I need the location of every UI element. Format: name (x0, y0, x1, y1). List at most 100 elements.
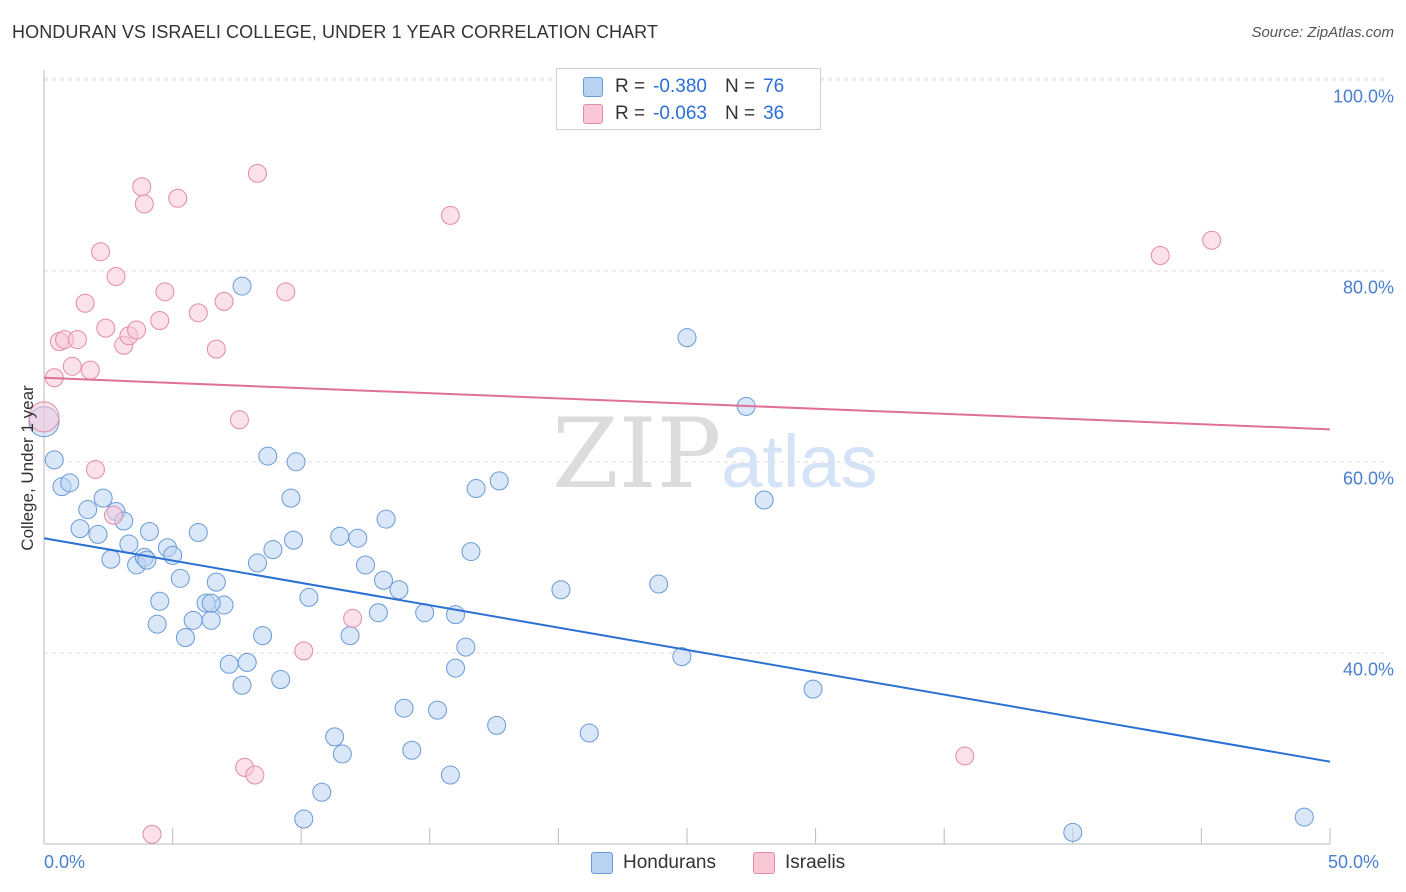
legend-n-label: N = (724, 76, 756, 97)
honduran-point (201, 610, 221, 630)
honduran-point (44, 450, 64, 470)
legend-r-label: R = (615, 103, 646, 124)
israeli-point (188, 303, 208, 323)
israeli-point (67, 330, 87, 350)
honduran-point (376, 509, 396, 529)
y-tick-100: 100.0% (1332, 86, 1394, 107)
israeli-point (127, 320, 147, 340)
honduran-point (170, 568, 190, 588)
legend-r-value: -0.063 (653, 103, 707, 124)
x-tick-max: 50.0% (1328, 852, 1380, 872)
israeli-point (294, 641, 314, 661)
honduran-point (1063, 822, 1083, 842)
israeli-point (103, 505, 123, 525)
honduran-point (201, 593, 221, 613)
israeli-point (142, 824, 162, 844)
honduran-point (253, 626, 273, 646)
israeli-point (214, 291, 234, 311)
israeli-point (229, 410, 249, 430)
honduran-point (101, 549, 121, 569)
honduran-point (649, 574, 669, 594)
honduran-point (489, 471, 509, 491)
israeli-point (150, 310, 170, 330)
honduran-point (206, 572, 226, 592)
honduran-point (340, 626, 360, 646)
honduran-point (356, 555, 375, 575)
honduran-point (283, 530, 303, 550)
honduran-point (281, 488, 301, 508)
israeli-point (155, 282, 175, 302)
honduran-point (60, 473, 80, 493)
honduran-point (754, 490, 774, 510)
honduran-point (487, 715, 507, 735)
israeli-point (1202, 230, 1222, 250)
honduran-point (551, 580, 571, 600)
honduran-point (394, 698, 414, 718)
honduran-point (147, 614, 167, 634)
bottom-legend-hondurans: Hondurans (591, 852, 716, 874)
honduran-point (294, 809, 314, 829)
honduran-point (175, 628, 195, 648)
y-tick-40: 40.0% (1342, 659, 1394, 680)
honduran-point (188, 522, 208, 542)
chart-source: Source: ZipAtlas.com (1251, 24, 1394, 41)
honduran-point (1294, 807, 1314, 827)
honduran-point (325, 727, 345, 747)
legend-row-israelis: R = -0.063 N = 36 (583, 102, 784, 126)
honduran-point (677, 328, 697, 348)
honduran-point (258, 446, 278, 466)
y-tick-60: 60.0% (1342, 468, 1394, 489)
legend-swatch-pink (583, 104, 603, 124)
honduran-point (271, 670, 291, 690)
honduran-point (78, 500, 98, 520)
honduran-point (299, 587, 319, 607)
honduran-point (70, 519, 90, 539)
honduran-point (579, 723, 599, 743)
honduran-point (803, 679, 823, 699)
bottom-legend-swatch-pink (753, 852, 775, 874)
israeli-point (1150, 246, 1170, 266)
y-axis-label: College, Under 1 year (18, 385, 37, 551)
honduran-point (237, 652, 257, 672)
honduran-point (389, 580, 409, 600)
israeli-point (276, 282, 296, 302)
honduran-point (263, 540, 283, 560)
israeli-point (343, 608, 363, 628)
honduran-point (374, 570, 394, 590)
honduran-point (312, 782, 332, 802)
honduran-point (137, 550, 157, 570)
honduran-point (428, 700, 448, 720)
honduran-point (232, 276, 252, 296)
watermark-zip: ZIP (552, 398, 722, 510)
israeli-point (96, 318, 116, 338)
legend-r-value: -0.380 (653, 76, 707, 97)
honduran-point (456, 637, 476, 657)
legend-n-value: 36 (763, 103, 785, 124)
israeli-point (134, 194, 154, 214)
x-tick-min: 0.0% (44, 852, 86, 872)
bottom-legend-swatch-blue (591, 852, 613, 874)
legend-swatch-blue (583, 77, 603, 97)
stats-legend: R = -0.380 N = 76 R = -0.063 N = 36 (556, 68, 821, 130)
y-tick-80: 80.0% (1342, 277, 1394, 298)
watermark: ZIPatlas (552, 398, 878, 510)
honduran-point (348, 528, 368, 548)
honduran-point (466, 479, 486, 499)
honduran-point (461, 542, 481, 562)
honduran-trend-line (43, 537, 1331, 763)
honduran-point (93, 488, 113, 508)
legend-r-label: R = (615, 76, 646, 97)
honduran-point (446, 658, 466, 678)
bottom-legend-label: Hondurans (623, 852, 716, 873)
honduran-point (150, 591, 170, 611)
israeli-point (955, 746, 975, 766)
honduran-point (88, 524, 108, 544)
honduran-point (247, 553, 267, 573)
honduran-point (330, 526, 350, 546)
legend-n-value: 76 (763, 76, 785, 97)
israeli-point (75, 293, 95, 313)
israeli-point (91, 242, 111, 262)
israeli-point (106, 267, 126, 287)
chart-title: HONDURAN VS ISRAELI COLLEGE, UNDER 1 YEA… (12, 22, 659, 42)
